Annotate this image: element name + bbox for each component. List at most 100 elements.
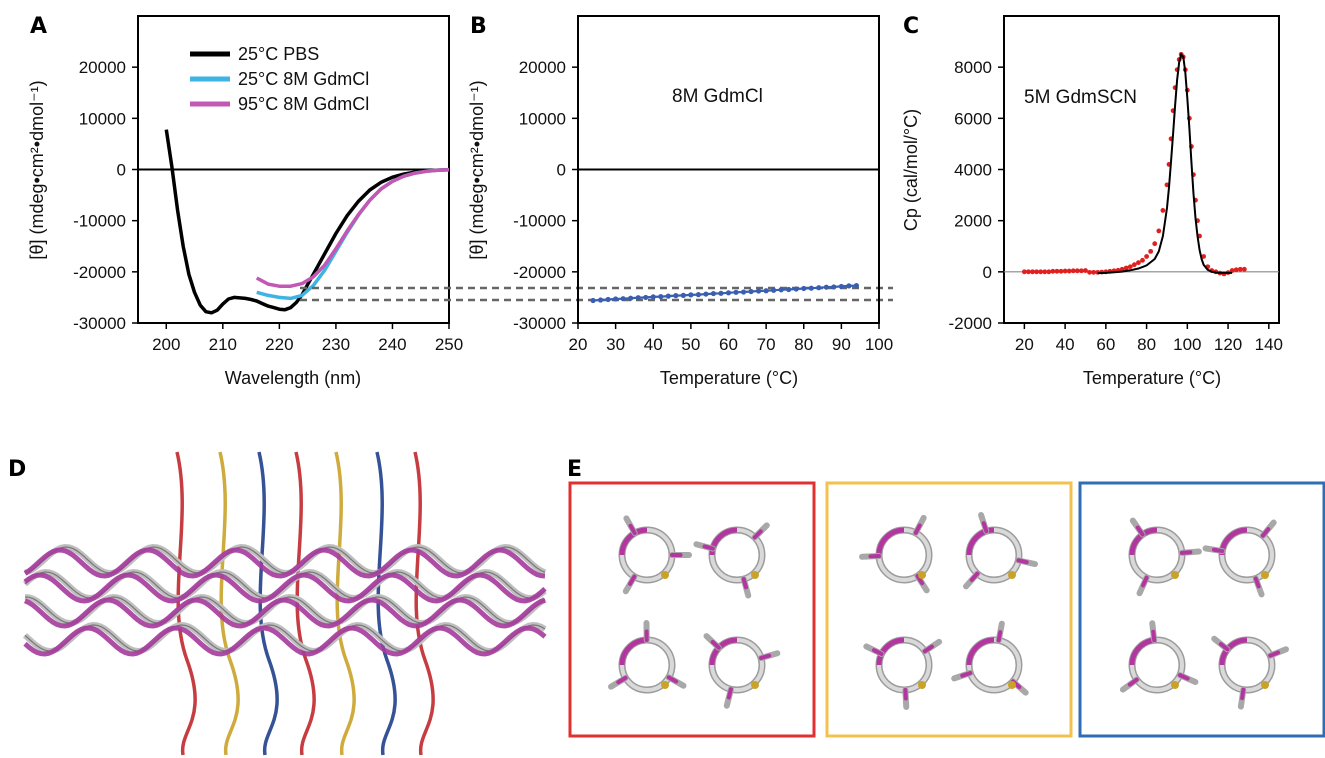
- helix-section-magenta: [966, 637, 995, 666]
- data-point: [1042, 269, 1048, 275]
- cd-spectrum-chart: 200 210 220 230 240 250 -30000 -20000 -10000 0 100…: [27, 15, 463, 388]
- x-tick-label: 20: [1015, 335, 1034, 354]
- y-tick-label: 0: [983, 263, 992, 282]
- data-point: [1152, 241, 1158, 247]
- y-tick-label: 0: [557, 161, 566, 180]
- helix-ribbon-magenta: [23, 572, 547, 604]
- legend: 25°C PBS 25°C 8M GdmCl 95°C 8M GdmCl: [190, 44, 369, 114]
- side-chain-magenta: [1253, 576, 1261, 589]
- sulfur-atom: [1261, 571, 1269, 579]
- x-tick-label: 100: [865, 335, 893, 354]
- thermal-melt-chart: 20 30 40 50 60 70 80 90 100 -30000 -20000 -10000 0 10…: [467, 15, 893, 388]
- y-tick-label: 10000: [79, 109, 126, 128]
- y-tick-label: -10000: [73, 212, 126, 231]
- data-point: [763, 288, 769, 294]
- y-tick-label: -20000: [73, 263, 126, 282]
- sulfur-atom: [1008, 571, 1016, 579]
- data-point: [1058, 268, 1064, 274]
- helix-section-magenta: [619, 527, 648, 556]
- helix-rod: [413, 451, 435, 756]
- side-chain-magenta: [922, 644, 934, 654]
- y-axis-label: Cp (cal/mol/°C): [901, 109, 921, 231]
- x-tick-label: 40: [644, 335, 663, 354]
- data-point: [1046, 269, 1052, 275]
- sulfur-atom: [1171, 571, 1179, 579]
- y-tick-label: -10000: [513, 212, 566, 231]
- panel-label-d: D: [8, 457, 26, 482]
- series-line: [256, 168, 450, 301]
- data-point: [1123, 265, 1129, 271]
- cross-section-views: [568, 481, 1325, 738]
- panel-label-c: C: [903, 14, 919, 39]
- data-point: [643, 294, 649, 301]
- y-tick-label: 2000: [954, 212, 992, 231]
- y-tick-label: 4000: [954, 161, 992, 180]
- data-point: [1070, 268, 1076, 274]
- data-point: [748, 288, 754, 295]
- helix-ribbon-magenta: [23, 597, 546, 629]
- data-point: [605, 296, 611, 303]
- side-chain-magenta: [628, 574, 637, 586]
- data-point: [597, 297, 604, 303]
- side-chain-magenta: [1179, 550, 1193, 555]
- side-chain-magenta: [1127, 677, 1139, 687]
- sulfur-atom: [918, 571, 926, 579]
- data-point: [718, 290, 724, 296]
- side-chain-magenta: [1211, 547, 1225, 554]
- cross-section-red: [568, 481, 816, 738]
- sulfur-atom: [751, 681, 759, 689]
- y-tick-label: 20000: [519, 58, 566, 77]
- data-point: [1087, 269, 1092, 275]
- data-point: [1148, 248, 1154, 254]
- bundle-helices: [22, 543, 547, 657]
- data-point: [628, 295, 634, 301]
- side-chain-magenta: [752, 529, 763, 540]
- x-tick-label: 120: [1214, 335, 1242, 354]
- data-point: [1156, 228, 1162, 234]
- side-chain-magenta: [1218, 642, 1230, 652]
- data-point: [740, 289, 747, 295]
- x-tick-label: 140: [1255, 335, 1283, 354]
- cross-section-blue: [1078, 481, 1325, 738]
- x-tick-label: 210: [209, 335, 237, 354]
- helical-bundle-illustration: [22, 451, 547, 756]
- data-point: [1066, 268, 1072, 274]
- y-tick-label: -2000: [949, 314, 992, 333]
- x-tick-label: 90: [832, 335, 851, 354]
- data-point: [1136, 260, 1141, 266]
- tick-marks: [132, 66, 450, 329]
- tick-labels: 20 40 60 80 100 120 140 -2000 0 2000 4000 6000 8000: [949, 58, 1283, 354]
- tick-labels: 200 210 220 230 240 250 -30000 -20000 -10000 0 100…: [73, 58, 463, 354]
- data-point: [1144, 254, 1149, 259]
- data-point: [1054, 268, 1060, 274]
- helix-section-magenta: [876, 637, 905, 666]
- series-line: [255, 168, 450, 288]
- helix-section-magenta: [1129, 527, 1158, 556]
- cross-section-yellow: [825, 481, 1073, 738]
- x-tick-label: 60: [1096, 335, 1115, 354]
- data-point: [1038, 269, 1044, 275]
- y-tick-label: 20000: [79, 58, 126, 77]
- data-point: [703, 291, 709, 297]
- data-point: [1201, 254, 1207, 259]
- fit-line: [1097, 52, 1233, 275]
- helix-rod: [334, 451, 356, 756]
- data-point: [771, 287, 777, 293]
- sulfur-atom: [661, 571, 669, 579]
- data-point: [1074, 268, 1080, 274]
- panel-label-b: B: [470, 14, 487, 39]
- side-chain-magenta: [871, 648, 884, 656]
- legend-label-25c-gdmcl: 25°C 8M GdmCl: [238, 69, 369, 89]
- data-point: [1140, 257, 1145, 263]
- dsc-chart: 20 40 60 80 100 120 140-200002000400060008000 …: [901, 15, 1283, 388]
- side-chain-magenta: [960, 670, 973, 678]
- data-point: [1079, 268, 1084, 274]
- data-point: [695, 292, 702, 298]
- sulfur-atom: [661, 681, 669, 689]
- frame-yellow: [825, 481, 1073, 738]
- x-tick-label: 80: [794, 335, 813, 354]
- side-chain-magenta: [710, 639, 721, 650]
- data-point: [1034, 269, 1039, 275]
- x-tick-label: 60: [719, 335, 738, 354]
- x-tick-label: 220: [265, 335, 293, 354]
